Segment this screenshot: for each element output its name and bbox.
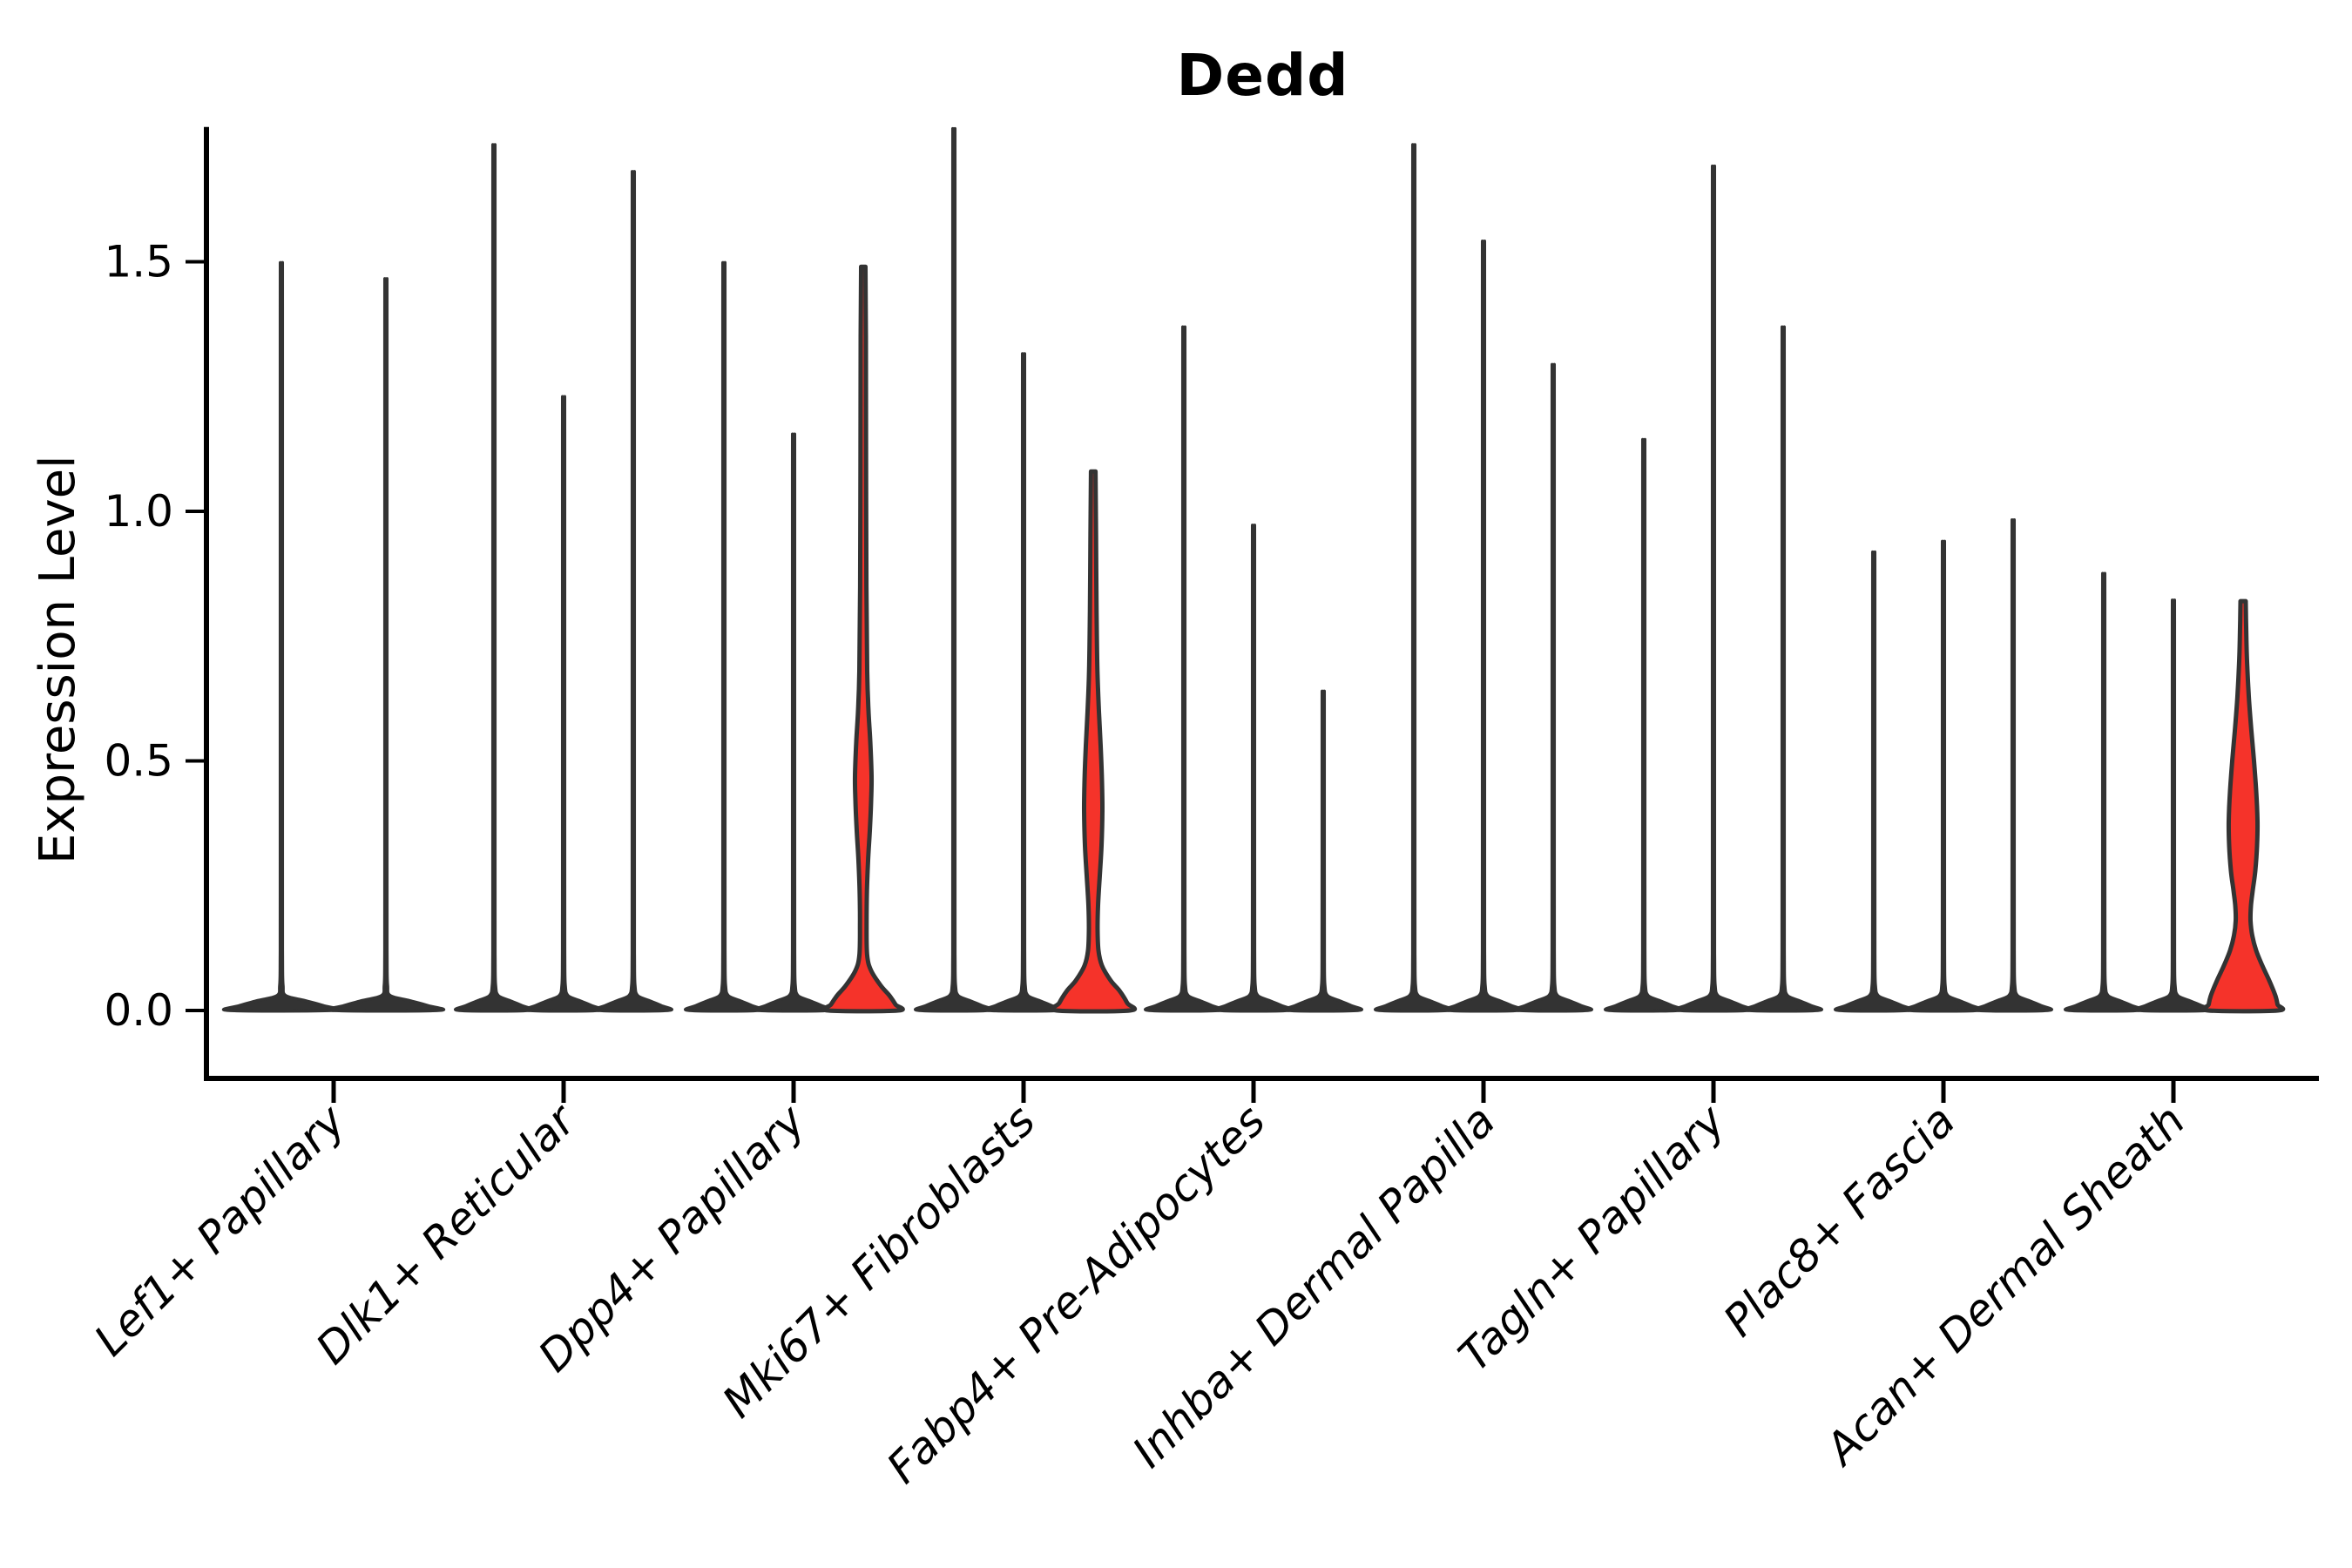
violin-4-3 [1049, 469, 1138, 1014]
x-tick-label: Inhba+ Dermal Papilla [1123, 1095, 1504, 1477]
violin-spike-1-1 [221, 260, 341, 1013]
violin-spike-5-2 [1213, 524, 1294, 1013]
violin-spike-4-2 [983, 352, 1064, 1013]
violin-spike-8-2 [1903, 539, 1984, 1013]
violin-spike-8-3 [1972, 517, 2054, 1013]
violin-spike-6-3 [1512, 362, 1594, 1013]
violin-spike-6-1 [1373, 143, 1455, 1013]
y-tick-label: 0.5 [104, 736, 173, 787]
violin-spike-3-1 [683, 260, 765, 1013]
violin-spike-1-2 [326, 277, 446, 1013]
x-tick-label: Fabp4+ Pre-Adipocytes [877, 1095, 1275, 1493]
violin-spike-9-2 [2132, 598, 2214, 1013]
violin-9-3 [2200, 598, 2286, 1014]
violin-3-3 [821, 264, 905, 1014]
violin-spike-7-1 [1603, 437, 1685, 1013]
violin-spike-2-1 [453, 143, 535, 1013]
violin-spike-8-1 [1833, 550, 1915, 1013]
violin-spike-2-3 [592, 170, 674, 1013]
violin-spike-2-2 [523, 395, 605, 1013]
violin-spike-7-2 [1673, 165, 1754, 1013]
violin-spike-6-2 [1443, 240, 1524, 1013]
y-tick-label: 0.0 [104, 985, 173, 1036]
y-tick-label: 1.0 [104, 486, 173, 537]
violin-spike-4-1 [913, 126, 995, 1013]
violin-spike-7-3 [1742, 325, 1824, 1013]
violin-spike-5-3 [1282, 689, 1364, 1013]
x-tick-label: Lef1+ Papillary [84, 1094, 355, 1365]
violin-spike-5-1 [1143, 325, 1225, 1013]
violin-spike-9-1 [2063, 571, 2145, 1013]
chart-title: Dedd [1176, 42, 1349, 109]
y-tick-label: 1.5 [104, 237, 173, 287]
violin-spike-3-2 [753, 432, 835, 1013]
x-tick-label: Plac8+ Fascia [1714, 1095, 1965, 1346]
